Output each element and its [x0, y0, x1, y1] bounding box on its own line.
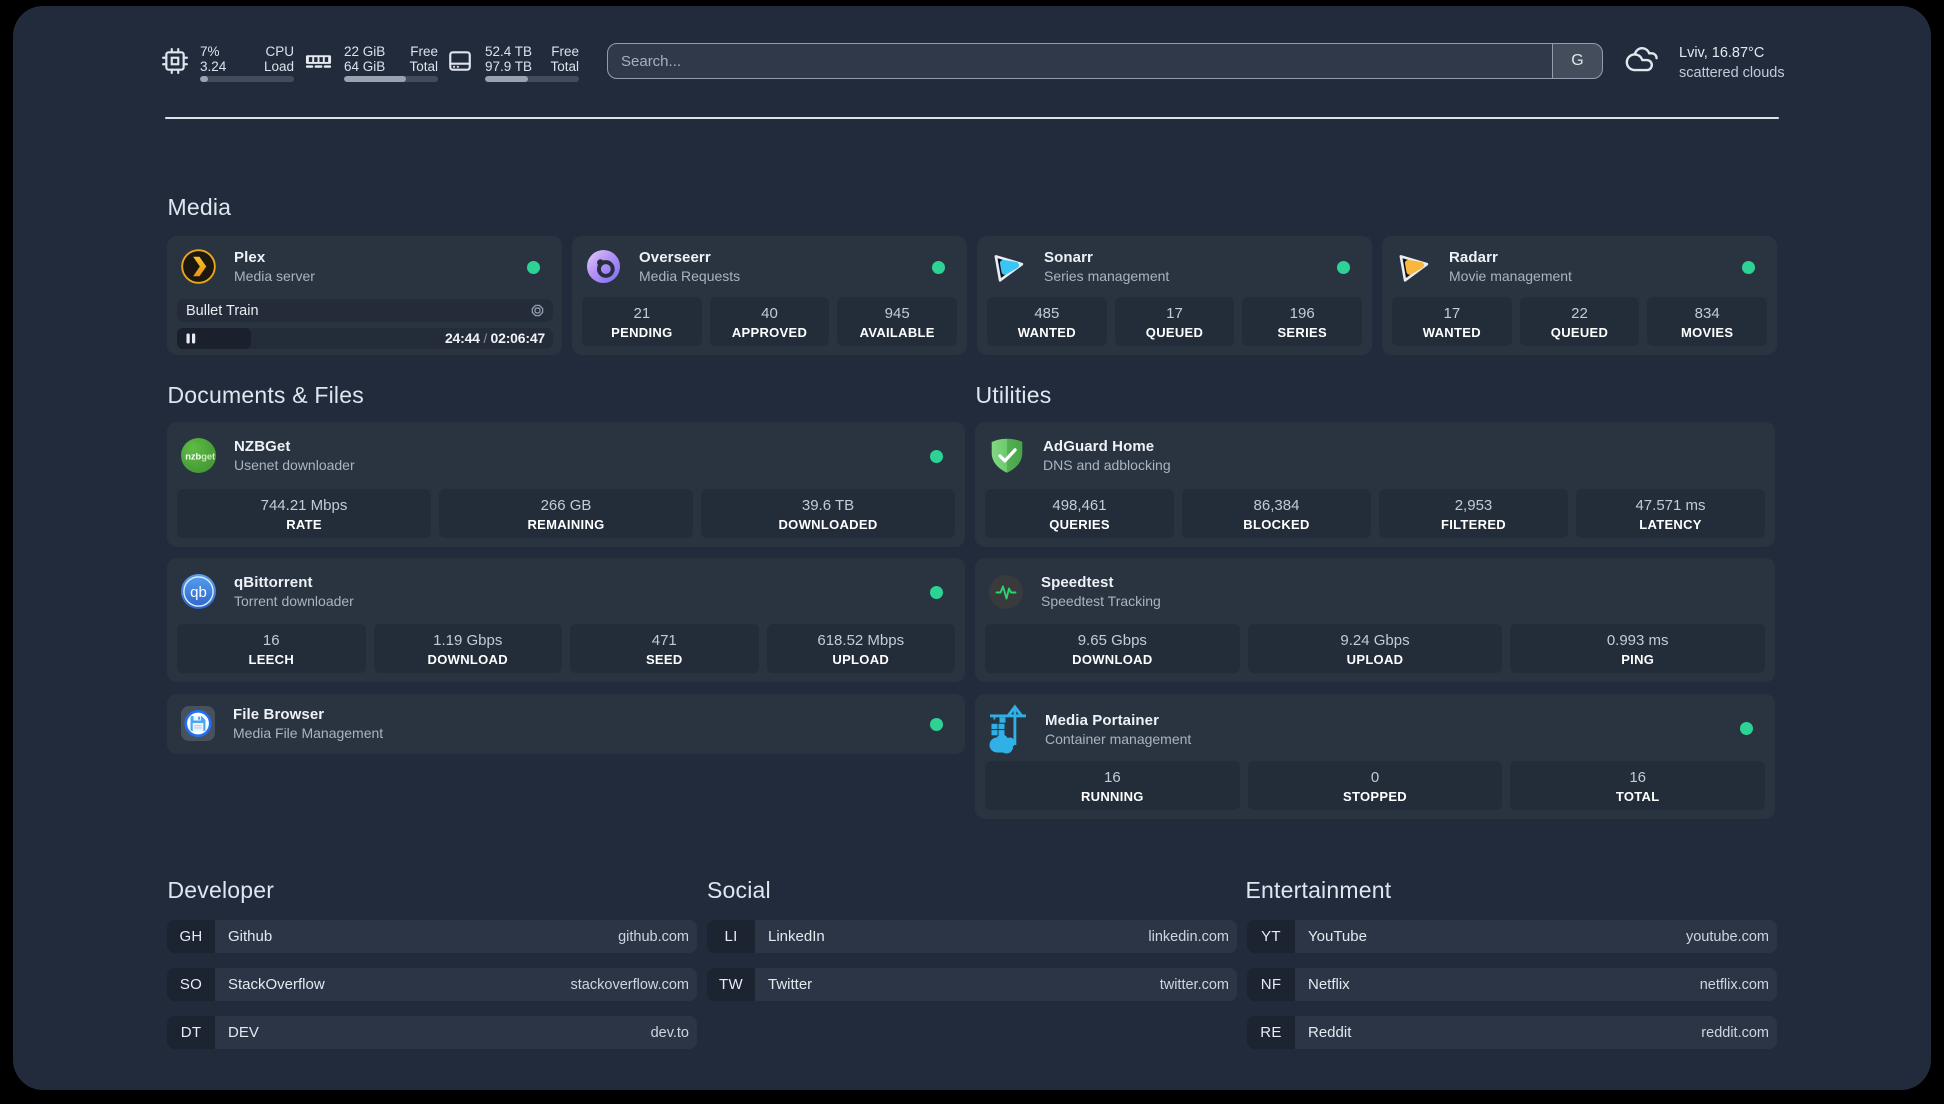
svg-text:nzbget: nzbget — [185, 452, 215, 462]
svg-text:qb: qb — [190, 584, 207, 601]
